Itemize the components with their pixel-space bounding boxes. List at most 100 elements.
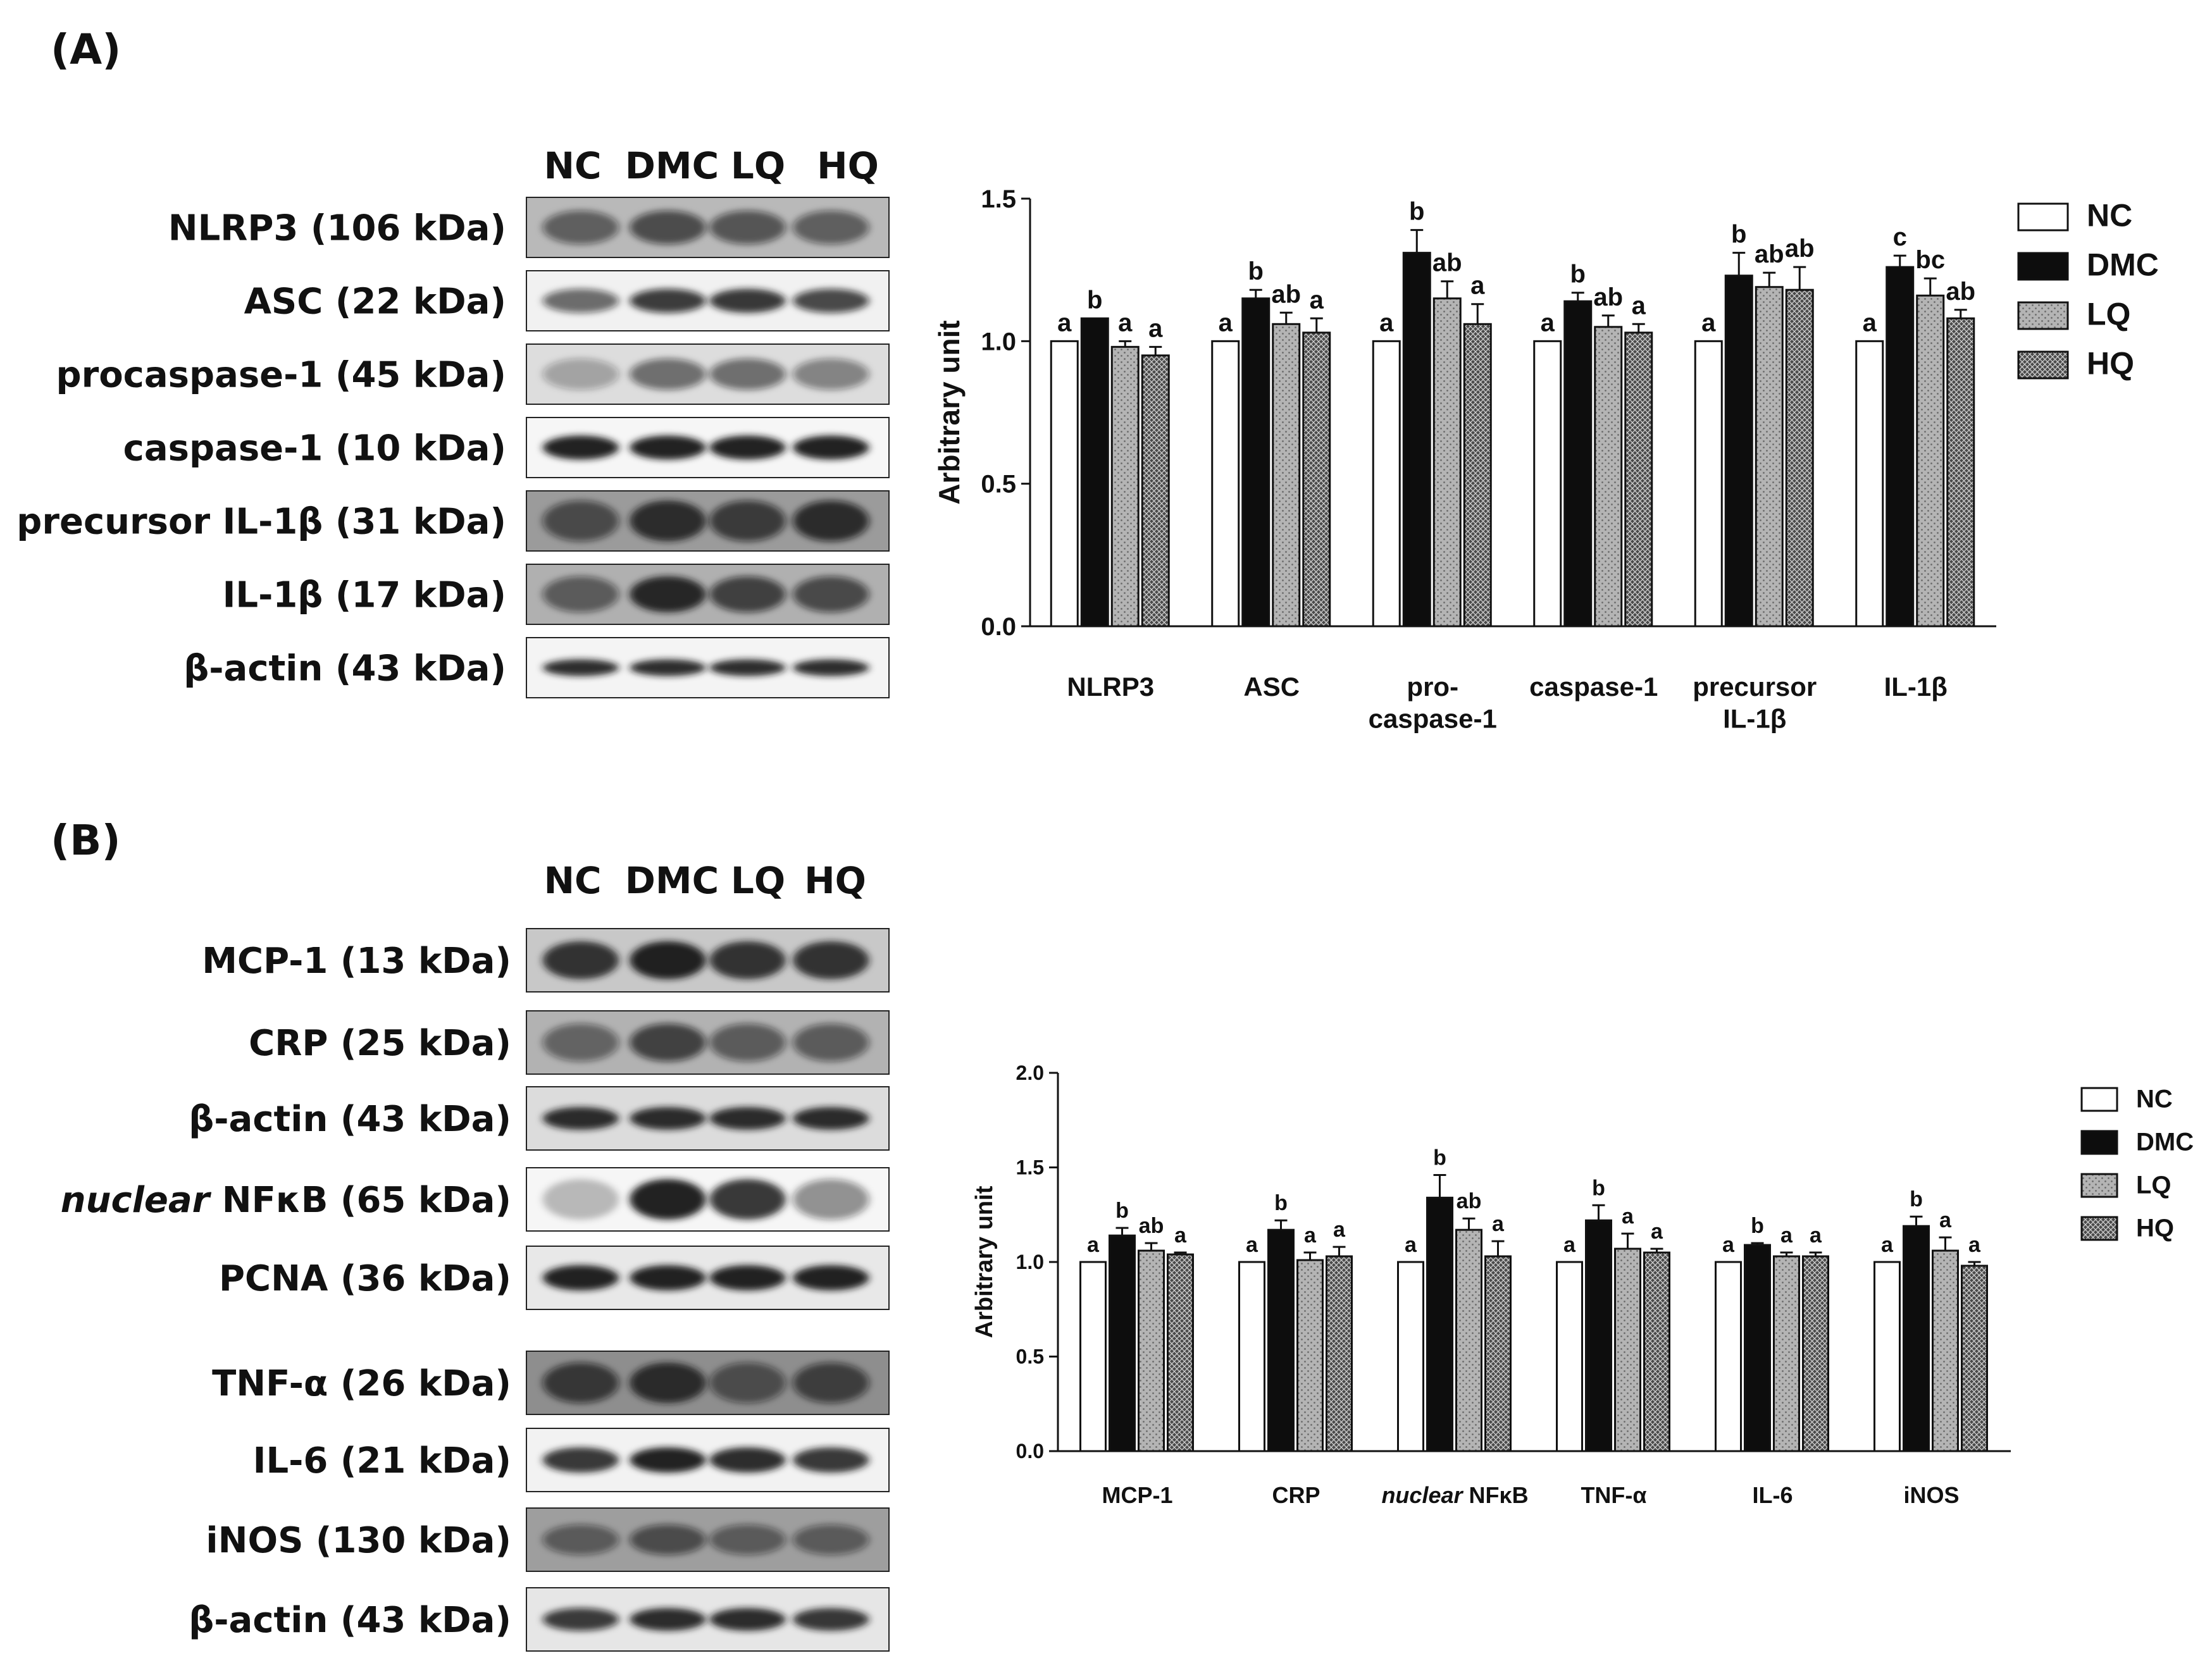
y-tick-label: 1.0 (1016, 1251, 1044, 1273)
blot-band (709, 210, 786, 245)
western-blot-panel-b: NC DMC LQ HQ MCP-1 (13 kDa) CRP (25 kDa) β-act… (61, 859, 890, 1652)
blot-band (709, 500, 786, 541)
bar (1785, 288, 1814, 628)
lane-label: LQ (731, 859, 785, 902)
blot-band (793, 1525, 869, 1555)
bar (1886, 266, 1915, 628)
bar (1916, 294, 1945, 628)
blot-row (526, 1086, 890, 1151)
significance-letter: a (1148, 314, 1163, 342)
blot-row-label: procaspase-1 (45 kDa) (56, 355, 506, 396)
bar (1211, 340, 1240, 628)
x-tick-label: ASC (1243, 672, 1300, 702)
blot-band (542, 210, 619, 245)
bar (1267, 1228, 1295, 1452)
significance-letter: b (1570, 261, 1586, 288)
significance-letter: a (1405, 1233, 1417, 1257)
bar (1079, 1261, 1107, 1452)
panel-a-label: (A) (51, 25, 121, 74)
x-tick-label: NLRP3 (1067, 672, 1154, 702)
bar (1080, 317, 1109, 628)
blot-band (542, 1024, 619, 1061)
blot-band (709, 659, 786, 676)
bar (1694, 340, 1723, 628)
bar (1724, 275, 1753, 628)
legend-swatch (2080, 1087, 2118, 1112)
blot-band (793, 1363, 869, 1403)
blot-band (709, 1179, 786, 1220)
blot-row (526, 637, 890, 698)
blot-row-label: MCP-1 (13 kDa) (202, 941, 511, 982)
blot-band (630, 659, 706, 676)
blot-band (542, 1363, 619, 1403)
blot-row-label: IL-6 (21 kDa) (253, 1440, 511, 1481)
bar (1463, 323, 1492, 628)
bar (1873, 1261, 1901, 1452)
significance-letter: ab (1271, 280, 1301, 308)
y-tick-label: 0.5 (1016, 1345, 1044, 1368)
significance-letter: a (1968, 1233, 1981, 1257)
blot-row (526, 928, 890, 993)
significance-letter: b (1910, 1187, 1923, 1211)
blot-band (793, 210, 869, 245)
blot-band (630, 1363, 706, 1403)
significance-letter: ab (1755, 240, 1784, 268)
significance-letter: ab (1457, 1189, 1482, 1213)
bar (1533, 340, 1562, 628)
blot-band (793, 288, 869, 313)
legend-swatch (2017, 301, 2069, 330)
legend-label: NC (2136, 1086, 2173, 1113)
bar (1241, 297, 1271, 628)
significance-letter: a (1632, 292, 1646, 319)
legend-label: DMC (2136, 1129, 2194, 1156)
significance-letter: c (1893, 223, 1907, 251)
blot-band (630, 435, 706, 460)
blot-band (542, 1447, 619, 1473)
x-tick-label: IL-1β (1884, 672, 1948, 702)
blot-band (709, 1107, 786, 1130)
significance-letter: a (1304, 1223, 1317, 1247)
legend-label: HQ (2087, 346, 2134, 381)
blot-row-label: ASC (22 kDa) (244, 281, 506, 323)
bar (1961, 1265, 1988, 1452)
blot-row (526, 1010, 890, 1075)
blot-band (630, 941, 706, 979)
y-tick-label: 0.0 (1016, 1440, 1044, 1463)
blot-band (630, 500, 706, 541)
blot-band (709, 576, 786, 612)
significance-letter: ab (1593, 283, 1623, 311)
blot-row-label: NLRP3 (106 kDa) (168, 208, 506, 249)
legend-label: NC (2087, 198, 2132, 233)
blot-band (630, 576, 706, 612)
lane-label: NC (544, 859, 601, 902)
x-tick-label: nuclear NFκB (1381, 1482, 1528, 1508)
blot-row-label: nuclear NFκB (65 kDa) (61, 1180, 511, 1221)
blot-band (793, 1179, 869, 1220)
significance-letter: ab (1139, 1214, 1164, 1238)
significance-letter: a (1174, 1223, 1187, 1247)
x-tick-label: IL-6 (1752, 1482, 1793, 1508)
legend-swatch (2017, 350, 2069, 380)
blot-row-label: iNOS (130 kDa) (206, 1520, 511, 1561)
blot-band (793, 1107, 869, 1130)
significance-letter: b (1087, 286, 1102, 314)
blot-band (709, 1024, 786, 1061)
bar (1946, 317, 1975, 628)
significance-letter: a (1810, 1223, 1822, 1247)
significance-letter: a (1939, 1208, 1952, 1232)
blot-band (793, 1608, 869, 1631)
blot-band (709, 1447, 786, 1473)
bar (1855, 340, 1884, 628)
blot-band (630, 288, 706, 313)
significance-letter: b (1592, 1176, 1605, 1200)
bar (1614, 1247, 1641, 1452)
bar (1110, 345, 1140, 628)
blot-row (526, 343, 890, 405)
y-tick-label: 1.0 (981, 328, 1016, 356)
lane-label: HQ (817, 144, 879, 187)
blot-band (542, 1107, 619, 1130)
blot-row (526, 417, 890, 478)
blot-row-label: β-actin (43 kDa) (189, 1600, 511, 1641)
